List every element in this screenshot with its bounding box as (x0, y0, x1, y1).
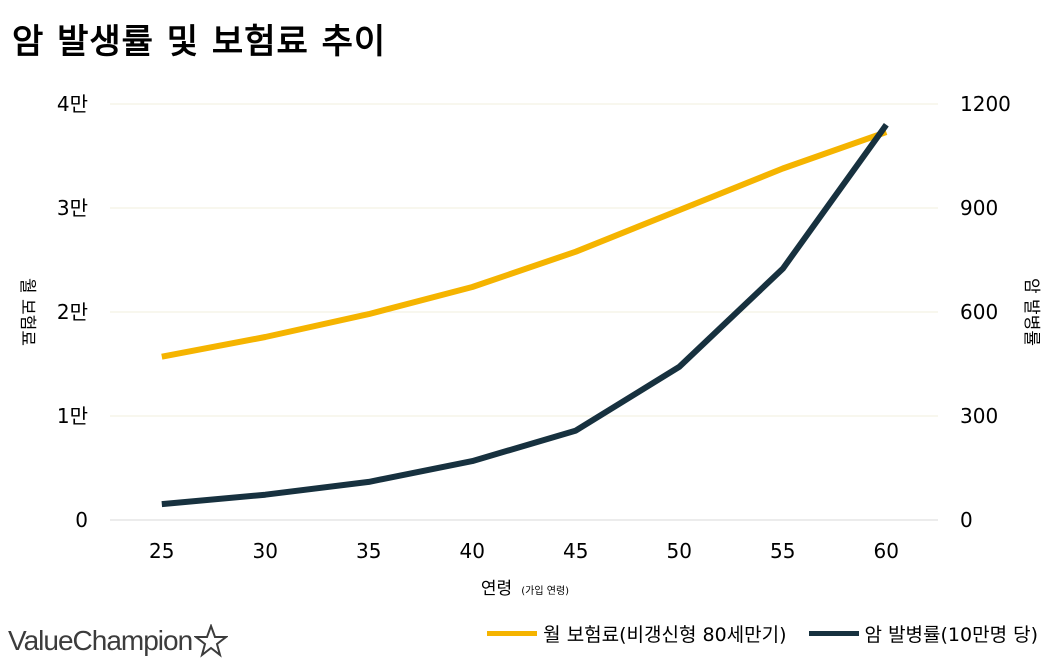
gridlines (110, 103, 938, 521)
y-tick-left: 3만 (57, 196, 88, 220)
x-axis-title-sub: (가입 연령) (521, 584, 569, 597)
chart-title: 암 발생률 및 보험료 추이 (12, 22, 387, 62)
x-tick: 55 (770, 539, 795, 563)
x-axis-title: 연령 (가입 연령) (481, 579, 569, 599)
y-axis-left: 0 1만 2만 3만 4만 (57, 92, 88, 532)
series-lines (161, 123, 889, 508)
legend-swatch-incidence (808, 631, 859, 636)
series-line-premium (161, 129, 888, 360)
y-axis-left-title: 월 보험료 (17, 278, 37, 346)
star-outline-icon (194, 624, 229, 658)
x-tick: 50 (667, 539, 692, 563)
y-tick-left: 1만 (57, 404, 88, 428)
y-tick-left: 0 (75, 508, 88, 532)
legend: 월 보험료(비갱신형 80세만기) 암 발병률(10만명 당) (465, 620, 1038, 647)
x-axis: 25 30 35 40 45 50 55 60 (149, 539, 899, 563)
x-axis-title-main: 연령 (481, 579, 512, 599)
x-tick: 30 (253, 539, 278, 563)
series-line-incidence (161, 123, 889, 508)
y-axis-right-title: 암 발병률 (1021, 278, 1041, 346)
y-tick-right: 1200 (960, 92, 1011, 116)
y-tick-right: 0 (960, 508, 973, 532)
y-axis-right: 0 300 600 900 1200 (960, 92, 1011, 532)
x-tick: 25 (149, 539, 174, 563)
legend-item-incidence: 암 발병률(10만명 당) (808, 620, 1038, 647)
y-tick-right: 900 (960, 196, 998, 220)
y-tick-left: 2만 (57, 300, 88, 324)
y-tick-right: 600 (960, 300, 998, 324)
y-tick-left: 4만 (57, 92, 88, 116)
y-tick-right: 300 (960, 404, 998, 428)
valuechampion-logo: ValueChampion (8, 624, 229, 658)
logo-text: ValueChampion (8, 625, 193, 656)
x-tick: 45 (563, 539, 588, 563)
legend-label-incidence: 암 발병률(10만명 당) (864, 624, 1038, 646)
legend-swatch-premium (487, 631, 538, 636)
legend-label-premium: 월 보험료(비갱신형 80세만기) (543, 624, 787, 646)
legend-item-premium: 월 보험료(비갱신형 80세만기) (487, 620, 787, 647)
x-tick: 60 (874, 539, 899, 563)
x-tick: 40 (460, 539, 485, 563)
x-tick: 35 (356, 539, 381, 563)
